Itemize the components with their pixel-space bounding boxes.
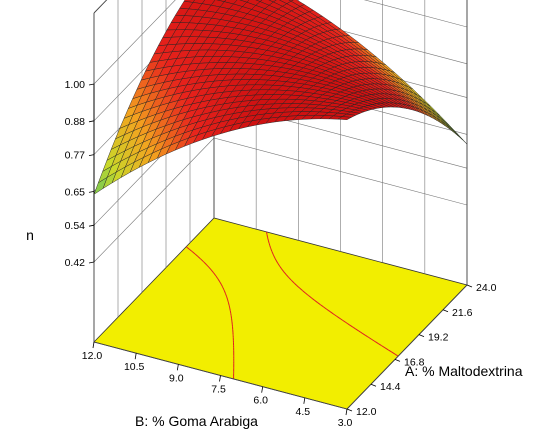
z-tick-mark bbox=[89, 121, 94, 122]
floor-contour bbox=[323, 307, 324, 308]
floor-contour bbox=[200, 258, 201, 259]
y-tick-mark bbox=[177, 364, 178, 370]
y-tick-mark bbox=[304, 398, 305, 404]
z-tick-label: 0.65 bbox=[65, 186, 86, 198]
y-tick-label: 3.0 bbox=[338, 417, 353, 429]
x-tick-mark bbox=[371, 384, 376, 386]
floor-contour bbox=[275, 257, 276, 258]
y-tick-label: 7.5 bbox=[211, 384, 226, 396]
x-tick-mark bbox=[467, 285, 472, 287]
x-tick-label: 14.4 bbox=[380, 381, 401, 393]
y-tick-label: 9.0 bbox=[169, 372, 184, 384]
z-tick-mark bbox=[89, 262, 94, 263]
floor-contour bbox=[277, 262, 278, 263]
y-tick-mark bbox=[135, 353, 136, 359]
floor-contour bbox=[311, 298, 312, 299]
x-tick-label: 24.0 bbox=[476, 282, 497, 294]
floor-contour bbox=[222, 285, 223, 286]
floor-group bbox=[94, 218, 467, 409]
z-tick-label: 1.00 bbox=[65, 79, 86, 91]
x-tick-mark bbox=[395, 359, 400, 361]
floor-plane bbox=[94, 218, 467, 409]
floor-contour bbox=[213, 272, 214, 273]
y-tick-mark bbox=[262, 387, 263, 393]
surface-group bbox=[94, 0, 467, 194]
x-tick-label: 12.0 bbox=[356, 406, 377, 418]
z-tick-mark bbox=[89, 84, 94, 85]
y-tick-label: 4.5 bbox=[296, 406, 311, 418]
y-tick-mark bbox=[220, 376, 221, 382]
z-tick-mark bbox=[89, 191, 94, 192]
x-tick-mark bbox=[419, 335, 424, 337]
z-tick-label: 0.88 bbox=[65, 116, 86, 128]
floor-contour bbox=[267, 235, 268, 238]
floor-contour bbox=[195, 254, 196, 255]
x-tick-label: 21.6 bbox=[452, 307, 473, 319]
z-tick-mark bbox=[89, 225, 94, 226]
z-axis-label: n bbox=[26, 227, 34, 243]
floor-contour bbox=[228, 299, 229, 301]
y-tick-label: 10.5 bbox=[124, 361, 145, 373]
y-tick-label: 6.0 bbox=[253, 395, 268, 407]
z-tick-label: 0.42 bbox=[65, 257, 86, 269]
floor-contour bbox=[281, 269, 282, 270]
floor-contour bbox=[191, 251, 192, 252]
floor-contour bbox=[228, 302, 229, 305]
y-axis-label: B: % Goma Arabiga bbox=[135, 413, 258, 429]
x-tick-mark bbox=[443, 310, 448, 312]
floor-contour bbox=[230, 308, 231, 311]
floor-contour bbox=[210, 269, 211, 270]
floor-contour bbox=[230, 311, 231, 314]
floor-contour bbox=[374, 341, 375, 342]
y-tick-mark bbox=[346, 409, 347, 415]
x-tick-label: 19.2 bbox=[428, 332, 449, 344]
floor-contour bbox=[307, 295, 308, 296]
y-tick-label: 12.0 bbox=[82, 350, 103, 362]
z-tick-label: 0.77 bbox=[65, 150, 86, 162]
z-tick-mark bbox=[89, 155, 94, 156]
floor-contour bbox=[270, 246, 271, 248]
x-axis-label: A: % Maltodextrina bbox=[405, 363, 523, 379]
floor-contour bbox=[279, 266, 280, 267]
floor-contour bbox=[227, 298, 228, 300]
y-tick-mark bbox=[93, 342, 94, 348]
x-tick-mark bbox=[347, 409, 352, 411]
z-tick-label: 0.54 bbox=[65, 220, 86, 232]
